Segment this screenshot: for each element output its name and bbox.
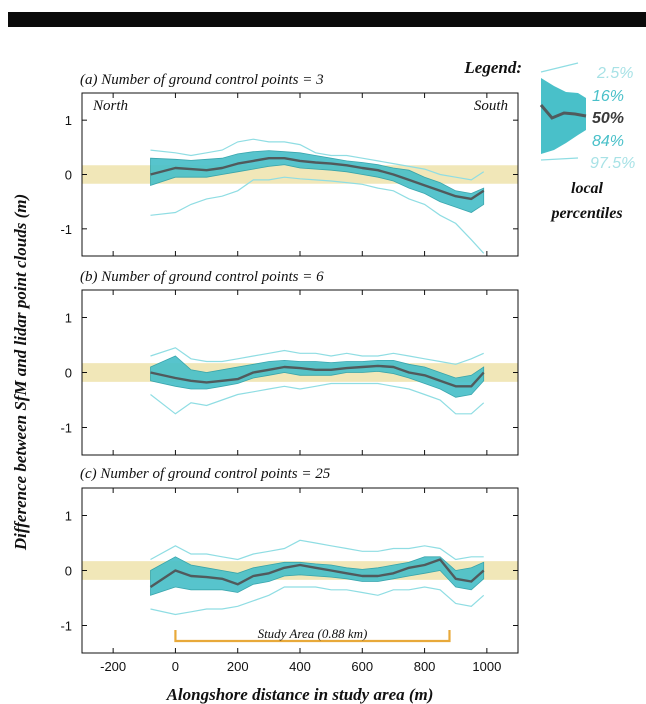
study-area-bracket — [174, 630, 451, 643]
y-tick-label: 1 — [65, 113, 72, 128]
north-label: North — [92, 98, 128, 114]
series-16-84-band — [150, 556, 485, 596]
y-tick-label: 0 — [65, 168, 72, 183]
y-tick-label: 1 — [65, 311, 72, 326]
x-axis-label: Alongshore distance in study area (m) — [166, 685, 434, 704]
series-median-line — [149, 558, 485, 589]
legend-97-5: 97.5% — [590, 155, 635, 172]
legend-2-5-line — [540, 62, 579, 73]
legend-title: Legend: — [463, 58, 522, 77]
panel-b-plot: -1 0 1 — [60, 289, 519, 456]
y-tick-label: 1 — [65, 509, 72, 524]
series-97-5-line — [150, 539, 484, 561]
legend-97-5-line — [540, 157, 579, 161]
series-97-5-line — [150, 138, 485, 181]
x-tick-label: 400 — [289, 659, 311, 674]
x-tick-label: 1000 — [472, 659, 501, 674]
legend-caption-local: local — [571, 180, 604, 197]
series-median-line — [150, 364, 485, 388]
series-2-5-line — [150, 382, 485, 415]
legend-84: 84% — [592, 133, 624, 150]
legend: Legend: 2.5% 16% 50% 84% 97.5% local per… — [463, 58, 635, 222]
x-tick-label: 0 — [172, 659, 179, 674]
study-area-bracket-line — [174, 630, 451, 643]
panel-c-title: (c) Number of ground control points = 25 — [80, 466, 331, 482]
panel-a-title: (a) Number of ground control points = 3 — [80, 72, 324, 88]
series-2-5-line — [150, 586, 485, 616]
y-tick-label: 0 — [65, 564, 72, 579]
x-tick-label: 800 — [414, 659, 436, 674]
panel-b-title: (b) Number of ground control points = 6 — [80, 269, 324, 285]
y-axis-label: Difference between SfM and lidar point c… — [11, 194, 30, 551]
panel-plot-area — [82, 539, 518, 616]
top-black-bar — [8, 12, 646, 27]
panel-plot-area — [82, 138, 518, 254]
panel-a-plot: -1 0 1 — [60, 92, 519, 257]
y-tick-label: -1 — [60, 421, 72, 436]
x-tick-label: 600 — [351, 659, 373, 674]
legend-2-5: 2.5% — [596, 65, 633, 82]
series-16-84-band — [150, 150, 485, 213]
south-label: South — [474, 98, 508, 114]
y-tick-label: 0 — [65, 366, 72, 381]
x-tick-label: 200 — [227, 659, 249, 674]
study-area-label: Study Area (0.88 km) — [258, 626, 368, 641]
panel-plot-area — [82, 347, 518, 415]
series-16-84-band — [150, 355, 485, 398]
legend-50: 50% — [592, 110, 624, 127]
x-tick-label: -200 — [100, 659, 126, 674]
legend-caption-percentiles: percentiles — [549, 205, 622, 222]
y-tick-label: -1 — [60, 619, 72, 634]
legend-median-line — [539, 104, 587, 120]
series-97-5-line — [150, 347, 484, 365]
series-2-5-line — [150, 176, 485, 254]
legend-band-swatch — [541, 78, 586, 154]
legend-16: 16% — [592, 88, 624, 105]
panel-c-plot: -1 0 1 -200 0 200 400 600 800 1000 — [60, 487, 519, 674]
series-median-line — [150, 156, 485, 201]
y-tick-label: -1 — [60, 222, 72, 237]
